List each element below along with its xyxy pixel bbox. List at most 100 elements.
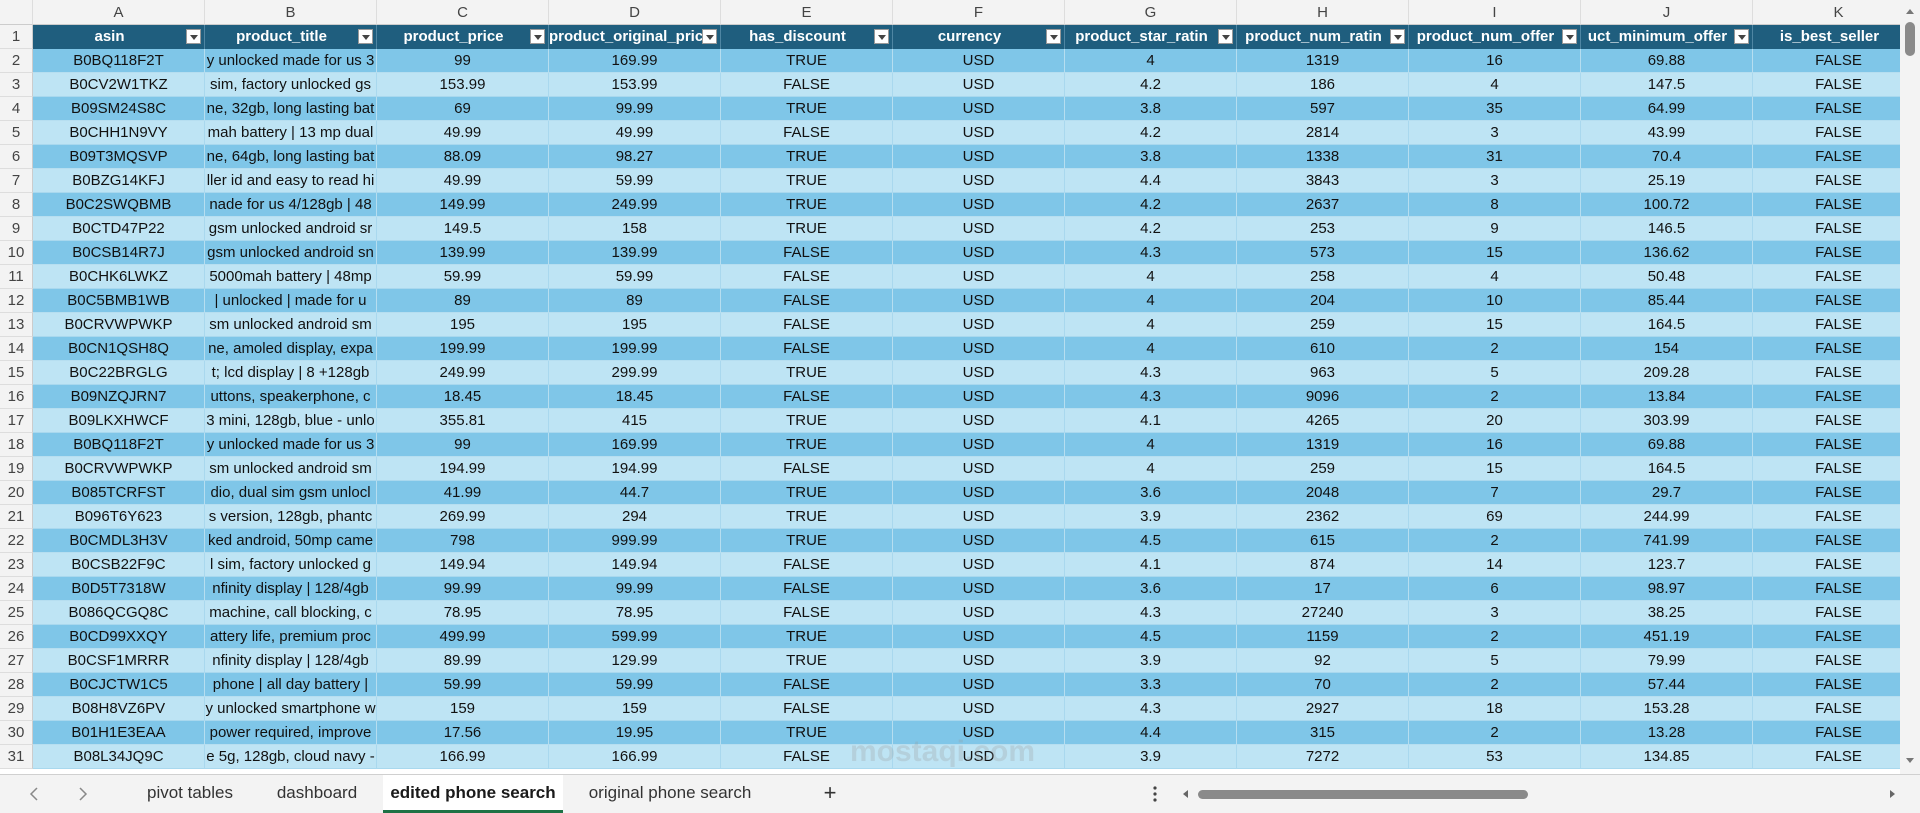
cell[interactable]: 199.99: [377, 337, 549, 361]
cell[interactable]: TRUE: [721, 505, 893, 529]
cell[interactable]: nfinity display | 128/4gb: [205, 577, 377, 601]
column-header[interactable]: product_title: [205, 25, 377, 49]
cell[interactable]: FALSE: [1753, 529, 1920, 553]
cell[interactable]: 3.9: [1065, 505, 1237, 529]
cell[interactable]: USD: [893, 409, 1065, 433]
cell[interactable]: 27240: [1237, 601, 1409, 625]
cell[interactable]: 139.99: [549, 241, 721, 265]
cell[interactable]: | unlocked | made for u: [205, 289, 377, 313]
cell[interactable]: FALSE: [721, 673, 893, 697]
cell[interactable]: 159: [377, 697, 549, 721]
cell[interactable]: FALSE: [721, 265, 893, 289]
cell[interactable]: FALSE: [1753, 601, 1920, 625]
cell[interactable]: 4.5: [1065, 625, 1237, 649]
column-letter[interactable]: C: [377, 0, 549, 25]
cell[interactable]: 199.99: [549, 337, 721, 361]
row-number[interactable]: 27: [0, 649, 33, 673]
cell[interactable]: 16: [1409, 433, 1581, 457]
cell[interactable]: 4: [1065, 265, 1237, 289]
cell[interactable]: 4: [1065, 49, 1237, 73]
filter-button[interactable]: [1562, 29, 1577, 44]
cell[interactable]: 129.99: [549, 649, 721, 673]
column-letter[interactable]: H: [1237, 0, 1409, 25]
cell[interactable]: FALSE: [721, 457, 893, 481]
cell[interactable]: nfinity display | 128/4gb: [205, 649, 377, 673]
cell[interactable]: B0C2SWQBMB: [33, 193, 205, 217]
cell[interactable]: 2: [1409, 625, 1581, 649]
cell[interactable]: USD: [893, 193, 1065, 217]
cell[interactable]: 4.3: [1065, 361, 1237, 385]
sheet-tab[interactable]: pivot tables: [147, 783, 233, 802]
cell[interactable]: 3.3: [1065, 673, 1237, 697]
cell[interactable]: 4: [1065, 433, 1237, 457]
cell[interactable]: USD: [893, 649, 1065, 673]
cell[interactable]: FALSE: [1753, 121, 1920, 145]
vertical-scrollbar[interactable]: [1900, 0, 1920, 774]
column-header[interactable]: currency: [893, 25, 1065, 49]
cell[interactable]: B0CJCTW1C5: [33, 673, 205, 697]
cell[interactable]: 18.45: [549, 385, 721, 409]
cell[interactable]: 78.95: [377, 601, 549, 625]
cell[interactable]: FALSE: [721, 385, 893, 409]
cell[interactable]: 15: [1409, 457, 1581, 481]
cell[interactable]: TRUE: [721, 169, 893, 193]
cell[interactable]: 4.2: [1065, 217, 1237, 241]
cell[interactable]: 2: [1409, 673, 1581, 697]
cell[interactable]: sm unlocked android sm: [205, 313, 377, 337]
cell[interactable]: 9: [1409, 217, 1581, 241]
cell[interactable]: ked android, 50mp came: [205, 529, 377, 553]
cell[interactable]: 253: [1237, 217, 1409, 241]
column-letter[interactable]: B: [205, 0, 377, 25]
cell[interactable]: B0CTD47P22: [33, 217, 205, 241]
cell[interactable]: ne, amoled display, expa: [205, 337, 377, 361]
cell[interactable]: 3.6: [1065, 481, 1237, 505]
cell[interactable]: 69.88: [1581, 49, 1753, 73]
cell[interactable]: 18.45: [377, 385, 549, 409]
cell[interactable]: FALSE: [721, 601, 893, 625]
cell[interactable]: FALSE: [1753, 313, 1920, 337]
filter-button[interactable]: [874, 29, 889, 44]
cell[interactable]: USD: [893, 361, 1065, 385]
cell[interactable]: 99: [377, 433, 549, 457]
cell[interactable]: 4: [1409, 265, 1581, 289]
cell[interactable]: 610: [1237, 337, 1409, 361]
column-header[interactable]: product_num_ratin: [1237, 25, 1409, 49]
cell[interactable]: B0CMDL3H3V: [33, 529, 205, 553]
cell[interactable]: 31: [1409, 145, 1581, 169]
cell[interactable]: 4: [1065, 313, 1237, 337]
cell[interactable]: B0D5T7318W: [33, 577, 205, 601]
cell[interactable]: 2: [1409, 721, 1581, 745]
cell[interactable]: FALSE: [1753, 409, 1920, 433]
cell[interactable]: 13.84: [1581, 385, 1753, 409]
cell[interactable]: 294: [549, 505, 721, 529]
cell[interactable]: 149.99: [377, 193, 549, 217]
cell[interactable]: 4.1: [1065, 553, 1237, 577]
cell[interactable]: 99.99: [549, 577, 721, 601]
cell[interactable]: 69.88: [1581, 433, 1753, 457]
cell[interactable]: USD: [893, 73, 1065, 97]
cell[interactable]: 597: [1237, 97, 1409, 121]
column-letter[interactable]: A: [33, 0, 205, 25]
cell[interactable]: 16: [1409, 49, 1581, 73]
cell[interactable]: t; lcd display | 8 +128gb: [205, 361, 377, 385]
cell[interactable]: 1319: [1237, 433, 1409, 457]
row-number[interactable]: 31: [0, 745, 33, 769]
horizontal-scrollbar[interactable]: [1178, 783, 1900, 805]
cell[interactable]: 4.3: [1065, 697, 1237, 721]
column-header[interactable]: product_price: [377, 25, 549, 49]
row-number[interactable]: 29: [0, 697, 33, 721]
cell[interactable]: B01H1E3EAA: [33, 721, 205, 745]
row-number[interactable]: 16: [0, 385, 33, 409]
cell[interactable]: FALSE: [1753, 553, 1920, 577]
cell[interactable]: TRUE: [721, 361, 893, 385]
cell[interactable]: 88.09: [377, 145, 549, 169]
cell[interactable]: 10: [1409, 289, 1581, 313]
cell[interactable]: 158: [549, 217, 721, 241]
cell[interactable]: 3: [1409, 169, 1581, 193]
cell[interactable]: 4.2: [1065, 73, 1237, 97]
cell[interactable]: 41.99: [377, 481, 549, 505]
cell[interactable]: B0CV2W1TKZ: [33, 73, 205, 97]
cell[interactable]: 4.3: [1065, 385, 1237, 409]
cell[interactable]: 164.5: [1581, 457, 1753, 481]
cell[interactable]: FALSE: [1753, 217, 1920, 241]
